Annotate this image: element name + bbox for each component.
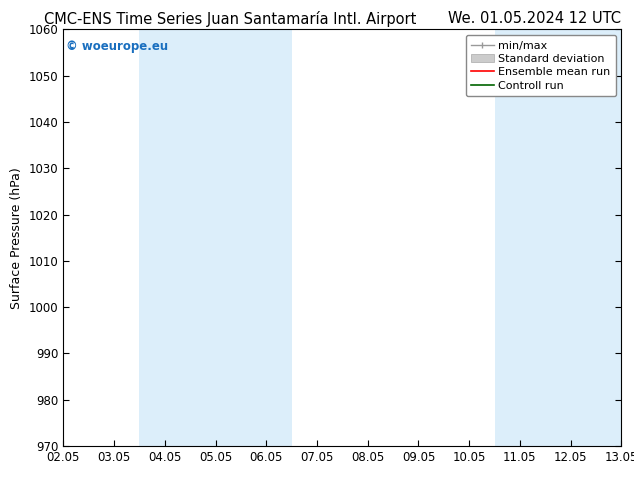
Legend: min/max, Standard deviation, Ensemble mean run, Controll run: min/max, Standard deviation, Ensemble me… (466, 35, 616, 96)
Text: We. 01.05.2024 12 UTC: We. 01.05.2024 12 UTC (448, 11, 621, 26)
Y-axis label: Surface Pressure (hPa): Surface Pressure (hPa) (10, 167, 23, 309)
Text: CMC-ENS Time Series Juan Santamaría Intl. Airport: CMC-ENS Time Series Juan Santamaría Intl… (44, 11, 417, 27)
Text: © woeurope.eu: © woeurope.eu (66, 40, 168, 53)
Bar (495, 29, 634, 446)
Bar (139, 29, 292, 446)
